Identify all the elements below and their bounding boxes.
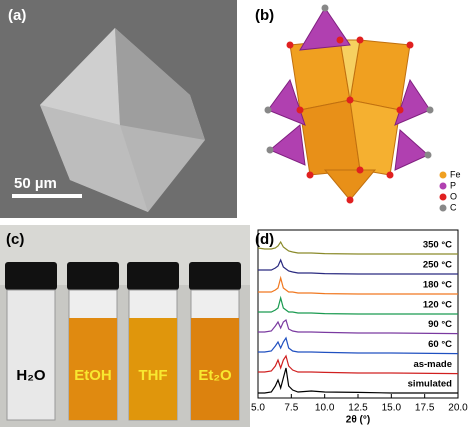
curve-label: 350 °C <box>423 240 452 251</box>
polyhedron <box>323 169 377 201</box>
x-tick-label: 7.5 <box>284 403 298 414</box>
polyhedron <box>299 99 361 176</box>
curve-label: 60 °C <box>428 339 452 350</box>
legend-label: Fe <box>450 169 461 179</box>
panel-label: (c) <box>6 231 24 248</box>
tetrahedron <box>267 78 306 126</box>
x-axis-label: 2θ (°) <box>346 415 370 426</box>
panel-c: (c) H₂O EtOH THF Et₂O <box>0 225 250 427</box>
xrd-pattern <box>258 367 458 394</box>
panel-label: (b) <box>255 7 274 24</box>
x-tick-label: 12.5 <box>348 403 368 414</box>
curve-label: 250 °C <box>423 260 452 271</box>
xrd-pattern <box>258 354 459 375</box>
tetrahedron <box>269 124 306 166</box>
xrd-pattern <box>258 275 458 295</box>
polyhedron <box>289 39 351 111</box>
crystal-face <box>115 28 205 140</box>
polyhedron <box>349 39 411 111</box>
xrd-pattern <box>258 295 458 315</box>
carbon-atoms <box>264 4 434 159</box>
x-tick-label: 17.5 <box>415 403 435 414</box>
x-tick-label: 15.0 <box>382 403 402 414</box>
vial-label: EtOH <box>74 367 112 384</box>
xrd-pattern <box>257 240 458 255</box>
x-tick-label: 20.0 <box>448 403 468 414</box>
curve-label: 180 °C <box>423 280 452 291</box>
crystal-face <box>40 28 120 125</box>
x-tick-label: 5.0 <box>251 403 265 414</box>
scale-label: 50 µm <box>14 175 57 192</box>
legend-marker <box>439 204 447 212</box>
curve-label: 120 °C <box>423 300 452 311</box>
vial-label: H₂O <box>16 367 45 384</box>
panel-label: (d) <box>255 231 274 248</box>
legend-marker <box>439 171 447 179</box>
legend-label: O <box>450 191 457 201</box>
panel-a: (a) 50 µm <box>0 0 237 218</box>
curve-label: simulated <box>408 379 453 390</box>
vials <box>5 262 241 421</box>
curve-label: 90 °C <box>428 319 452 330</box>
crystal-face <box>40 105 148 212</box>
oxygen-atoms <box>286 36 414 204</box>
xrd-pattern <box>258 336 459 355</box>
legend-marker <box>439 182 447 190</box>
xrd-pattern <box>258 258 458 275</box>
panel-label: (a) <box>8 7 26 24</box>
vial-label: Et₂O <box>198 367 232 384</box>
polyhedron <box>339 39 361 101</box>
tetrahedron <box>394 78 431 126</box>
xrd-pattern <box>258 319 459 335</box>
legend-marker <box>439 193 447 201</box>
curve-label: as-made <box>413 359 452 370</box>
panel-b: (b) Fe P O C <box>255 4 461 212</box>
legend-label: P <box>450 180 456 190</box>
tetrahedron <box>394 128 429 171</box>
x-tick-label: 10.0 <box>315 403 335 414</box>
legend-label: C <box>450 202 457 212</box>
vial-label: THF <box>138 367 167 384</box>
